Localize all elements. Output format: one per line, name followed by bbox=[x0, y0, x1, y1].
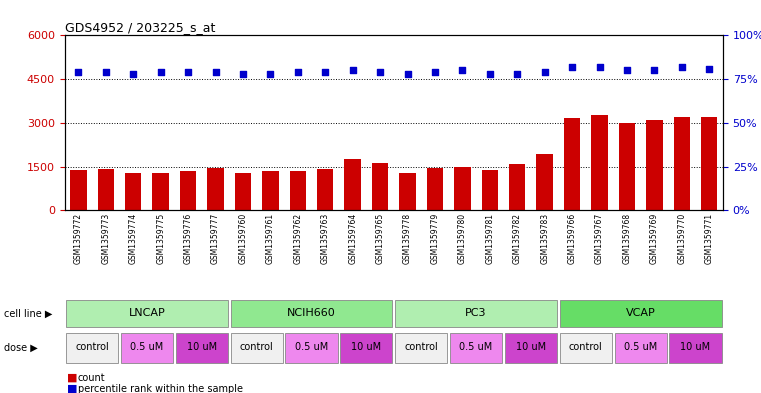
Text: 0.5 uM: 0.5 uM bbox=[295, 342, 328, 353]
Bar bbox=[701, 117, 718, 210]
Text: PC3: PC3 bbox=[465, 308, 487, 318]
Bar bbox=[180, 171, 196, 210]
Bar bbox=[66, 333, 118, 363]
Bar bbox=[564, 118, 581, 210]
Text: VCAP: VCAP bbox=[626, 308, 655, 318]
Bar bbox=[285, 333, 338, 363]
Point bbox=[346, 67, 358, 73]
Text: NCIH660: NCIH660 bbox=[287, 308, 336, 318]
Point bbox=[264, 71, 276, 77]
Bar bbox=[66, 300, 228, 327]
Point bbox=[319, 69, 331, 75]
Text: control: control bbox=[75, 342, 109, 353]
Bar bbox=[97, 169, 114, 210]
Point bbox=[127, 71, 139, 77]
Bar bbox=[560, 333, 612, 363]
Text: 0.5 uM: 0.5 uM bbox=[460, 342, 492, 353]
Text: control: control bbox=[240, 342, 273, 353]
Bar bbox=[262, 171, 279, 210]
Bar bbox=[152, 173, 169, 210]
Text: count: count bbox=[78, 373, 105, 383]
Bar bbox=[400, 173, 416, 210]
Bar bbox=[207, 168, 224, 210]
Bar bbox=[619, 123, 635, 210]
Bar bbox=[646, 121, 663, 210]
Bar bbox=[234, 173, 251, 210]
Text: control: control bbox=[404, 342, 438, 353]
Bar bbox=[560, 300, 721, 327]
Text: cell line ▶: cell line ▶ bbox=[4, 309, 53, 318]
Bar bbox=[482, 170, 498, 210]
Bar bbox=[615, 333, 667, 363]
Text: LNCAP: LNCAP bbox=[129, 308, 165, 318]
Bar bbox=[505, 333, 557, 363]
Bar bbox=[670, 333, 721, 363]
Bar bbox=[121, 333, 173, 363]
Point bbox=[374, 69, 386, 75]
Point bbox=[402, 71, 414, 77]
Bar bbox=[317, 169, 333, 210]
Text: ■: ■ bbox=[67, 373, 78, 383]
Point bbox=[457, 67, 469, 73]
Point bbox=[484, 71, 496, 77]
Point bbox=[237, 71, 249, 77]
Bar bbox=[125, 173, 142, 210]
Point bbox=[154, 69, 167, 75]
Point bbox=[182, 69, 194, 75]
Bar bbox=[231, 333, 283, 363]
Point bbox=[566, 64, 578, 70]
Point bbox=[209, 69, 221, 75]
Bar bbox=[345, 159, 361, 210]
Point bbox=[100, 69, 112, 75]
Bar bbox=[70, 170, 87, 210]
Text: 0.5 uM: 0.5 uM bbox=[624, 342, 658, 353]
Bar bbox=[176, 333, 228, 363]
Text: 0.5 uM: 0.5 uM bbox=[130, 342, 164, 353]
Bar bbox=[591, 115, 608, 210]
Point bbox=[703, 66, 715, 72]
Text: dose ▶: dose ▶ bbox=[4, 343, 37, 353]
Text: 10 uM: 10 uM bbox=[516, 342, 546, 353]
Point bbox=[291, 69, 304, 75]
Point bbox=[594, 64, 606, 70]
Text: percentile rank within the sample: percentile rank within the sample bbox=[78, 384, 243, 393]
Point bbox=[511, 71, 524, 77]
Bar bbox=[450, 333, 502, 363]
Point bbox=[621, 67, 633, 73]
Point bbox=[648, 67, 661, 73]
Bar bbox=[231, 300, 393, 327]
Text: 10 uM: 10 uM bbox=[680, 342, 711, 353]
Text: 10 uM: 10 uM bbox=[186, 342, 217, 353]
Point bbox=[72, 69, 84, 75]
Bar bbox=[395, 300, 557, 327]
Bar bbox=[340, 333, 393, 363]
Point bbox=[429, 69, 441, 75]
Bar bbox=[537, 154, 553, 210]
Bar bbox=[395, 333, 447, 363]
Text: ■: ■ bbox=[67, 384, 78, 393]
Bar bbox=[290, 171, 306, 210]
Bar bbox=[673, 117, 690, 210]
Text: control: control bbox=[569, 342, 603, 353]
Text: 10 uM: 10 uM bbox=[352, 342, 381, 353]
Bar bbox=[427, 168, 443, 210]
Point bbox=[539, 69, 551, 75]
Bar bbox=[509, 164, 525, 210]
Bar bbox=[454, 167, 470, 210]
Bar bbox=[372, 163, 388, 210]
Point bbox=[676, 64, 688, 70]
Text: GDS4952 / 203225_s_at: GDS4952 / 203225_s_at bbox=[65, 21, 215, 34]
